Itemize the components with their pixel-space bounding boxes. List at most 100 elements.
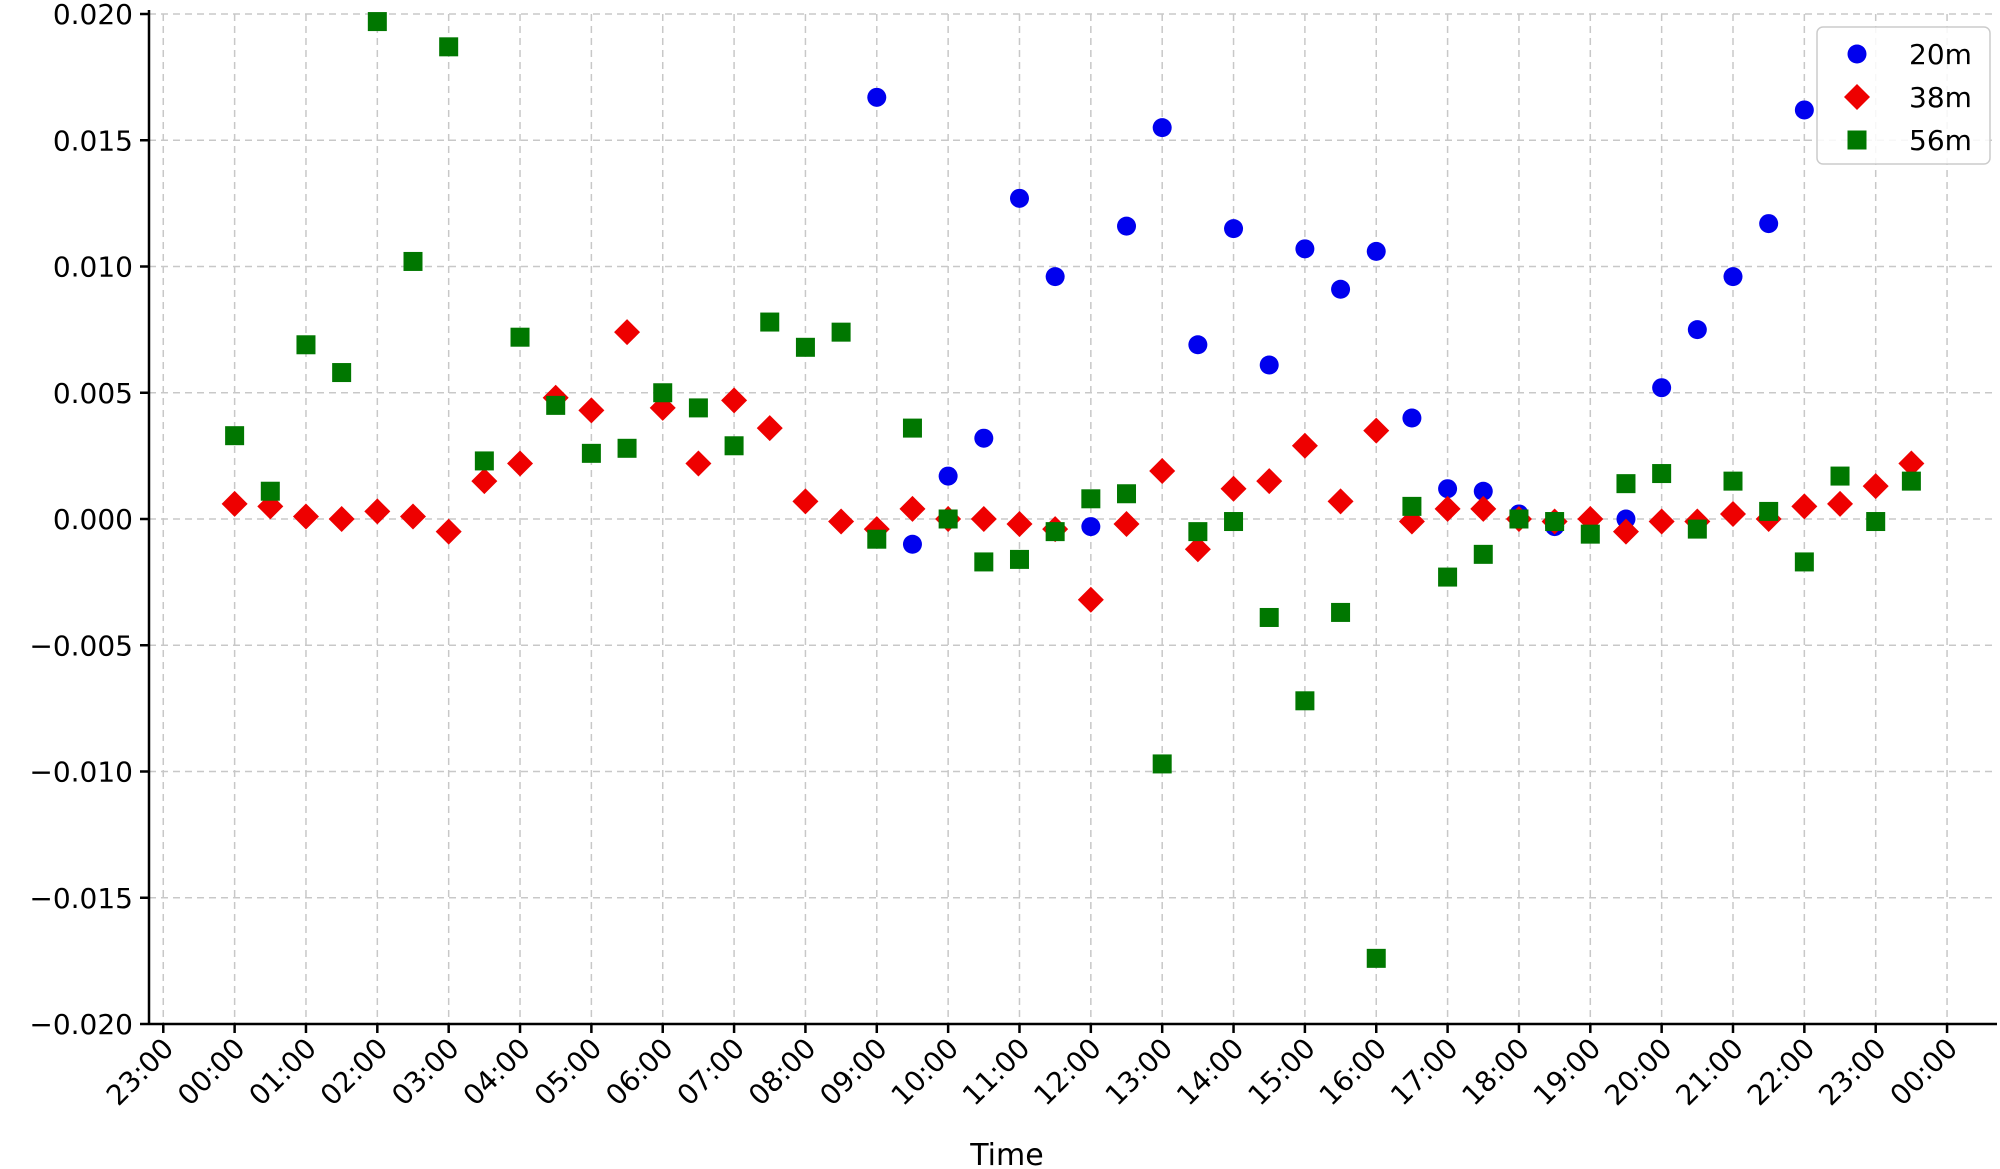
point-56m <box>296 335 316 355</box>
legend: 20m 38m 56m <box>1816 26 1991 165</box>
point-20m <box>1723 267 1743 287</box>
x-tick-label: 00:00 <box>171 1032 251 1112</box>
point-20m <box>1366 241 1386 261</box>
point-20m <box>1117 216 1137 236</box>
point-56m <box>1759 501 1779 521</box>
y-tick-label: 0.010 <box>53 251 133 284</box>
y-tick-label: 0.020 <box>53 0 133 31</box>
y-tick-label: 0.015 <box>53 124 133 157</box>
point-38m <box>1184 536 1211 563</box>
point-38m <box>1291 432 1318 459</box>
x-tick-label: 19:00 <box>1527 1032 1607 1112</box>
x-tick-label: 07:00 <box>671 1032 751 1112</box>
point-56m <box>795 337 815 357</box>
legend-marker-38m <box>1844 84 1870 110</box>
point-56m <box>760 312 780 332</box>
point-56m <box>902 418 922 438</box>
point-20m <box>1045 267 1065 287</box>
point-56m <box>1616 474 1636 494</box>
point-38m <box>1077 586 1104 613</box>
point-38m <box>1363 417 1390 444</box>
x-tick-label: 04:00 <box>457 1032 537 1112</box>
point-38m <box>1470 495 1497 522</box>
y-tick-label: −0.010 <box>29 756 133 789</box>
point-56m <box>653 383 673 403</box>
point-56m <box>403 251 423 271</box>
x-tick-label: 23:00 <box>1812 1032 1892 1112</box>
point-38m <box>221 490 248 517</box>
point-56m <box>1331 602 1351 622</box>
x-tick-label: 23:00 <box>100 1032 180 1112</box>
point-56m <box>1366 948 1386 968</box>
point-56m <box>1901 471 1921 491</box>
y-tick-label: 0.000 <box>53 503 133 536</box>
legend-label: 38m <box>1909 81 1972 114</box>
point-38m <box>970 506 997 532</box>
x-tick-label: 14:00 <box>1170 1032 1250 1112</box>
legend-marker-20m <box>1847 44 1867 64</box>
point-38m <box>471 468 498 495</box>
point-56m <box>260 481 280 501</box>
point-20m <box>1331 279 1351 299</box>
point-56m <box>938 509 958 529</box>
point-56m <box>581 443 601 463</box>
x-tick-label: 05:00 <box>528 1032 608 1112</box>
point-20m <box>1009 188 1029 208</box>
legend-label: 20m <box>1909 38 1972 71</box>
y-tick-label: −0.005 <box>29 629 133 662</box>
point-56m <box>1687 519 1707 539</box>
point-56m <box>1830 466 1850 486</box>
y-tick-label: 0.005 <box>53 377 133 410</box>
point-38m <box>685 450 712 477</box>
point-38m <box>1256 468 1283 495</box>
x-tick-label: 08:00 <box>742 1032 822 1112</box>
point-38m <box>899 495 926 522</box>
point-20m <box>1687 320 1707 340</box>
x-tick-label: 20:00 <box>1598 1032 1678 1112</box>
x-tick-label: 15:00 <box>1241 1032 1321 1112</box>
point-38m <box>435 518 462 545</box>
point-38m <box>1434 495 1461 522</box>
x-tick-label: 06:00 <box>599 1032 679 1112</box>
point-20m <box>1652 378 1672 398</box>
y-tick-label: −0.020 <box>29 1008 133 1041</box>
point-20m <box>1224 219 1244 239</box>
x-tick-label: 17:00 <box>1384 1032 1464 1112</box>
point-38m <box>828 508 855 535</box>
point-20m <box>1402 408 1422 428</box>
point-38m <box>578 397 605 424</box>
point-38m <box>756 415 783 442</box>
point-20m <box>1152 118 1172 138</box>
x-axis-label: Time <box>969 1138 1043 1169</box>
point-56m <box>1723 471 1743 491</box>
point-56m <box>474 451 494 471</box>
x-tick-label: 03:00 <box>385 1032 465 1112</box>
point-38m <box>1612 518 1639 545</box>
x-tick-label: 11:00 <box>956 1032 1036 1112</box>
point-20m <box>1295 239 1315 259</box>
point-56m <box>1866 512 1886 532</box>
point-38m <box>364 498 391 525</box>
data-points <box>221 12 1925 968</box>
point-38m <box>1648 508 1675 535</box>
x-tick-label: 00:00 <box>1884 1032 1964 1112</box>
point-38m <box>1862 473 1889 500</box>
point-56m <box>1009 549 1029 569</box>
point-20m <box>1473 481 1493 501</box>
x-tick-label: 22:00 <box>1741 1032 1821 1112</box>
point-20m <box>974 428 994 448</box>
point-56m <box>510 327 530 347</box>
point-20m <box>902 534 922 554</box>
point-20m <box>1794 100 1814 120</box>
point-38m <box>721 387 748 414</box>
point-38m <box>1898 450 1925 477</box>
point-56m <box>724 436 744 456</box>
point-38m <box>1827 490 1854 517</box>
point-56m <box>617 438 637 458</box>
point-56m <box>1402 496 1422 516</box>
point-56m <box>1545 512 1565 532</box>
point-56m <box>1081 489 1101 509</box>
point-20m <box>1438 479 1458 499</box>
point-56m <box>546 395 566 415</box>
point-56m <box>1259 607 1279 627</box>
